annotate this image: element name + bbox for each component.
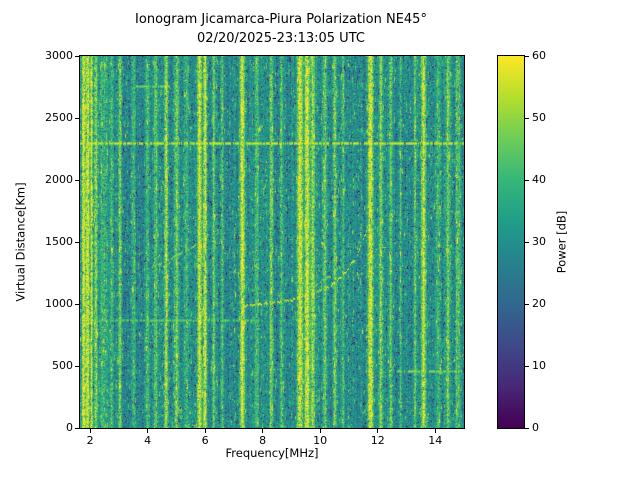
x-tick-label: 12 (370, 434, 385, 447)
y-tick-label: 2500 (45, 111, 73, 124)
colorbar-tick-mark (525, 241, 529, 243)
colorbar-tick-label: 50 (532, 111, 546, 124)
colorbar-tick-mark (525, 179, 529, 181)
colorbar-tick-label: 10 (532, 359, 546, 372)
colorbar-gradient (498, 56, 524, 428)
x-axis-label: Frequency[MHz] (225, 446, 319, 460)
y-tick-label: 3000 (45, 49, 73, 62)
x-tick-label: 14 (428, 434, 443, 447)
x-tick-mark (319, 429, 321, 433)
colorbar-tick-label: 30 (532, 235, 546, 248)
colorbar-tick-mark (525, 427, 529, 429)
y-tick-label: 1000 (45, 297, 73, 310)
x-tick-label: 10 (313, 434, 328, 447)
chart-title-line2: 02/20/2025-23:13:05 UTC (197, 30, 365, 46)
colorbar-tick-label: 40 (532, 173, 546, 186)
colorbar-tick-mark (525, 117, 529, 119)
y-tick-mark (75, 241, 79, 243)
x-tick-mark (262, 429, 264, 433)
colorbar-label-text: Power [dB] (554, 210, 568, 274)
chart-title-line1: Ionogram Jicamarca-Piura Polarization NE… (135, 12, 427, 27)
y-tick-mark (75, 303, 79, 305)
colorbar-tick-label: 0 (532, 421, 539, 434)
x-tick-mark (434, 429, 436, 433)
y-tick-mark (75, 179, 79, 181)
y-tick-label: 1500 (45, 235, 73, 248)
plot-area (79, 55, 465, 429)
y-tick-label: 0 (66, 421, 73, 434)
x-tick-label: 2 (86, 434, 94, 447)
colorbar-tick-label: 20 (532, 297, 546, 310)
x-tick-mark (147, 429, 149, 433)
y-tick-mark (75, 365, 79, 367)
chart-title: Ionogram Jicamarca-Piura Polarization NE… (135, 11, 427, 49)
x-tick-mark (377, 429, 379, 433)
colorbar-tick-mark (525, 365, 529, 367)
y-tick-mark (75, 117, 79, 119)
colorbar-tick-mark (525, 303, 529, 305)
x-tick-label: 4 (144, 434, 152, 447)
colorbar (497, 55, 525, 429)
y-tick-label: 500 (52, 359, 73, 372)
colorbar-tick-label: 60 (532, 49, 546, 62)
colorbar-label: Power [dB] (550, 55, 572, 429)
x-tick-label: 6 (201, 434, 209, 447)
y-axis-label-text: Virtual Distance[Km] (14, 182, 29, 302)
colorbar-tick-mark (525, 55, 529, 57)
y-tick-mark (75, 427, 79, 429)
x-tick-mark (89, 429, 91, 433)
y-tick-label: 2000 (45, 173, 73, 186)
x-tick-mark (204, 429, 206, 433)
ionogram-heatmap-canvas (80, 56, 464, 428)
x-tick-label: 8 (259, 434, 267, 447)
y-tick-mark (75, 55, 79, 57)
